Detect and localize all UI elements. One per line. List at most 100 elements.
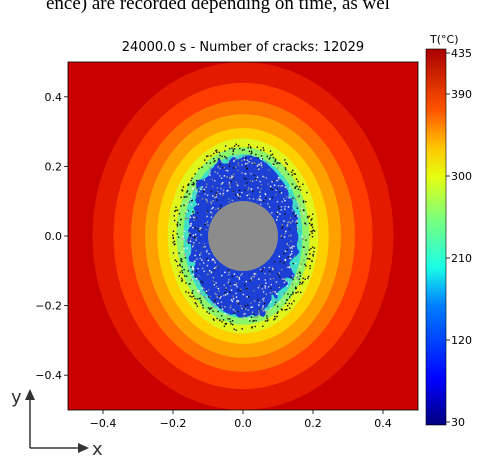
crack-dot xyxy=(215,193,218,196)
crack-dot xyxy=(179,264,181,267)
crack-dot xyxy=(301,283,303,285)
crack-dot xyxy=(188,250,190,252)
crack-dot xyxy=(190,266,192,268)
crack-dot xyxy=(194,194,196,196)
crack-dot xyxy=(204,224,206,226)
crack-dot xyxy=(276,201,279,203)
crack-dot xyxy=(224,155,226,158)
crack-dot xyxy=(194,298,196,300)
crack-dot xyxy=(236,183,238,186)
crack-dot xyxy=(243,308,245,310)
crack-dot xyxy=(273,184,276,186)
crack-dot xyxy=(197,267,199,270)
crack-dot xyxy=(229,147,231,150)
crack-dot xyxy=(267,286,270,288)
crack-dot xyxy=(303,249,306,251)
colorbar-label: T(°C) xyxy=(429,33,458,46)
colorbar: T(°C) 30 120 210 300 390 435 xyxy=(425,33,472,429)
crack-dot xyxy=(188,266,191,269)
crack-dot xyxy=(294,213,297,215)
crack-dot xyxy=(228,198,230,200)
crack-dot xyxy=(286,249,288,251)
crack-dot xyxy=(194,254,196,257)
crack-dot xyxy=(273,163,275,165)
crack-dot xyxy=(294,199,297,201)
crack-dot xyxy=(287,256,289,258)
crack-dot xyxy=(270,307,272,309)
crack-dot xyxy=(285,299,288,301)
crack-dot xyxy=(305,239,307,241)
crack-dot xyxy=(251,162,253,164)
crack-dot xyxy=(246,167,248,169)
crack-dot xyxy=(263,302,266,305)
crack-dot xyxy=(253,313,255,315)
crack-dot xyxy=(237,184,239,187)
crack-dot xyxy=(246,287,248,289)
crack-dot xyxy=(214,160,216,162)
crack-dot xyxy=(203,262,205,264)
crack-dot xyxy=(307,216,309,219)
crack-dot xyxy=(223,325,226,327)
crack-dot xyxy=(295,262,297,265)
crack-dot xyxy=(181,237,184,240)
crack-dot xyxy=(307,275,310,278)
crack-dot xyxy=(275,189,277,191)
crack-dot xyxy=(197,228,199,230)
crack-dot xyxy=(195,190,197,192)
crack-dot xyxy=(195,250,197,252)
crack-dot xyxy=(210,272,213,274)
crack-dot xyxy=(298,255,300,258)
crack-dot xyxy=(278,208,280,210)
crack-dot xyxy=(196,187,198,189)
y-tick-label: 0.0 xyxy=(45,230,63,243)
crack-dot xyxy=(201,186,203,188)
crack-dot xyxy=(261,270,263,272)
crack-dot xyxy=(210,216,213,218)
crack-dot xyxy=(285,162,287,164)
crack-dot xyxy=(248,193,250,196)
crack-dot xyxy=(212,258,214,260)
crack-dot xyxy=(197,282,200,285)
crack-dot xyxy=(302,277,304,280)
crack-dot xyxy=(196,258,198,260)
crack-dot xyxy=(195,179,198,182)
crack-dot xyxy=(311,246,314,248)
crack-dot xyxy=(233,145,236,147)
crack-dot xyxy=(195,239,197,241)
crack-dot xyxy=(179,263,181,266)
crack-dot xyxy=(196,212,199,214)
crack-dot xyxy=(285,279,287,282)
crack-dot xyxy=(228,184,231,186)
crack-dot xyxy=(299,189,302,191)
crack-dot xyxy=(273,261,276,263)
crack-dot xyxy=(203,287,205,290)
crack-dot xyxy=(257,167,259,169)
colorbar-strip xyxy=(426,49,446,425)
crack-dot xyxy=(189,240,192,242)
crack-dot xyxy=(312,255,314,257)
crack-dot xyxy=(283,178,285,181)
crack-dot xyxy=(262,307,264,309)
crack-dot xyxy=(215,194,217,197)
crack-dot xyxy=(224,157,227,159)
crack-dot xyxy=(226,293,229,295)
crack-dot xyxy=(181,190,184,192)
crack-dot xyxy=(207,259,209,262)
x-tick-label: −0.2 xyxy=(160,417,187,430)
crack-dot xyxy=(268,266,271,269)
crack-dot xyxy=(292,197,294,199)
crack-dot xyxy=(175,260,178,263)
crack-dot xyxy=(287,281,289,284)
crack-dot xyxy=(249,315,251,317)
x-axis: −0.4 −0.2 0.0 0.2 0.4 xyxy=(90,410,392,430)
crack-dot xyxy=(202,307,204,309)
crack-dot xyxy=(210,155,212,157)
crack-dot xyxy=(206,311,208,313)
crack-dot xyxy=(258,301,261,304)
crack-dot xyxy=(190,237,192,240)
crack-dot xyxy=(229,320,232,323)
crack-dot xyxy=(268,169,270,171)
crack-dot xyxy=(259,198,261,200)
crack-dot xyxy=(257,287,260,289)
crack-dot xyxy=(306,257,309,260)
